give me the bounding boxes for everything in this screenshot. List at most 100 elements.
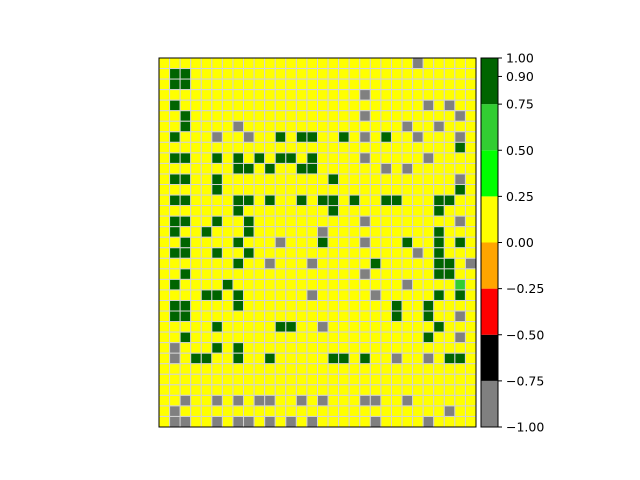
heatmap-cell: [274, 226, 287, 238]
heatmap-cell: [179, 110, 192, 122]
heatmap-cell: [369, 247, 382, 259]
heatmap-cell: [412, 268, 424, 280]
heatmap-cell: [422, 310, 435, 323]
heatmap-cell: [359, 321, 371, 333]
heatmap-cell: [380, 331, 392, 344]
heatmap-cell: [179, 205, 192, 217]
heatmap-cell: [306, 110, 318, 122]
heatmap-cell: [169, 342, 181, 354]
heatmap-cell: [200, 289, 213, 301]
heatmap-cell: [412, 247, 424, 259]
heatmap-cell: [306, 205, 318, 217]
heatmap-cell: [295, 331, 308, 344]
heatmap-cell: [264, 131, 276, 143]
heatmap-cell: [179, 184, 192, 196]
heatmap-cell: [264, 247, 276, 259]
heatmap-cell: [443, 226, 456, 238]
heatmap-cell: [401, 278, 414, 291]
heatmap-cell: [285, 268, 297, 280]
heatmap-cell: [274, 141, 287, 154]
heatmap-cell: [401, 247, 414, 259]
heatmap-cell: [338, 405, 350, 417]
heatmap-cell: [211, 194, 223, 207]
heatmap-cell: [221, 278, 234, 291]
heatmap-cell: [327, 131, 340, 143]
heatmap-cell: [211, 57, 223, 70]
heatmap-cell: [412, 373, 424, 386]
heatmap-cell: [190, 57, 202, 70]
colorbar-tick-label: 0.25: [506, 189, 534, 204]
heatmap-cell: [253, 363, 266, 375]
heatmap-cell: [412, 194, 424, 207]
heatmap-cell: [454, 394, 466, 407]
colorbar-tick-label: 1.00: [506, 51, 534, 66]
heatmap-cell: [327, 215, 340, 228]
heatmap-cell: [253, 278, 266, 291]
heatmap-cell: [295, 299, 308, 312]
heatmap-cell: [243, 373, 255, 386]
heatmap-cell: [433, 68, 445, 80]
heatmap-cell: [380, 236, 392, 249]
heatmap-cell: [232, 131, 245, 143]
heatmap-cell: [179, 141, 192, 154]
heatmap-cell: [285, 289, 297, 301]
heatmap-cell: [317, 226, 329, 238]
heatmap-cell: [390, 173, 403, 186]
heatmap-cell: [200, 68, 213, 80]
heatmap-cell: [464, 363, 477, 375]
heatmap-cell: [221, 415, 234, 428]
heatmap-cell: [359, 278, 371, 291]
heatmap-cell: [338, 152, 350, 164]
heatmap-cell: [211, 215, 223, 228]
heatmap-cell: [422, 299, 435, 312]
heatmap-cell: [401, 363, 414, 375]
heatmap-cell: [295, 247, 308, 259]
heatmap-cell: [422, 162, 435, 175]
heatmap-cell: [380, 89, 392, 101]
heatmap-cell: [412, 415, 424, 428]
heatmap-cell: [317, 162, 329, 175]
heatmap-cell: [264, 257, 276, 270]
heatmap-cell: [327, 289, 340, 301]
heatmap-cell: [179, 257, 192, 270]
heatmap-cell: [464, 352, 477, 365]
heatmap-cell: [359, 152, 371, 164]
heatmap-cell: [190, 162, 202, 175]
heatmap-cell: [348, 257, 361, 270]
heatmap-cell: [158, 110, 171, 122]
heatmap-cell: [158, 268, 171, 280]
heatmap-cell: [221, 405, 234, 417]
heatmap-cell: [401, 394, 414, 407]
heatmap-cell: [243, 152, 255, 164]
heatmap-cell: [243, 310, 255, 323]
heatmap-cell: [232, 68, 245, 80]
heatmap-cell: [169, 152, 181, 164]
heatmap-cell: [327, 78, 340, 91]
heatmap-cell: [158, 299, 171, 312]
heatmap-cell: [221, 289, 234, 301]
heatmap-cell: [348, 363, 361, 375]
heatmap-cell: [454, 268, 466, 280]
heatmap-cell: [264, 363, 276, 375]
heatmap-cell: [158, 89, 171, 101]
heatmap-cell: [443, 141, 456, 154]
heatmap-cell: [390, 141, 403, 154]
heatmap-cell: [317, 405, 329, 417]
heatmap-cell: [158, 99, 171, 112]
heatmap-cell: [327, 363, 340, 375]
heatmap-cell: [232, 152, 245, 164]
heatmap-cell: [327, 120, 340, 133]
heatmap-cell: [190, 268, 202, 280]
heatmap-cell: [179, 162, 192, 175]
heatmap-cell: [422, 184, 435, 196]
heatmap-cell: [359, 57, 371, 70]
heatmap-cell: [454, 152, 466, 164]
heatmap-cell: [390, 363, 403, 375]
heatmap-cell: [454, 415, 466, 428]
heatmap-cell: [158, 257, 171, 270]
heatmap-cell: [264, 162, 276, 175]
heatmap-cell: [359, 352, 371, 365]
heatmap-cell: [179, 268, 192, 280]
heatmap-cell: [327, 236, 340, 249]
heatmap-cell: [285, 131, 297, 143]
